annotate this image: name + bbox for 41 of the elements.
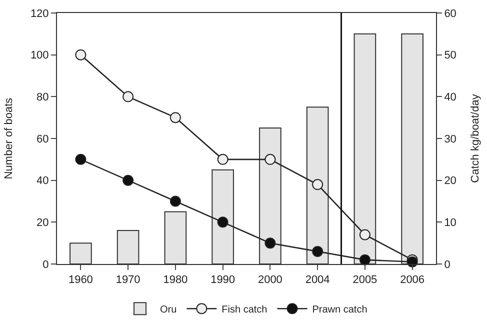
- legend-label: Prawn catch: [312, 304, 368, 316]
- point: [122, 91, 134, 102]
- x-tick-label: 1980: [163, 274, 188, 286]
- y2-axis-title: Catch kg/boat/day: [470, 94, 482, 183]
- y-tick-label: 120: [30, 8, 49, 20]
- point: [170, 196, 181, 207]
- point: [217, 216, 228, 228]
- x-tick-label: 1960: [68, 274, 93, 286]
- point: [75, 49, 86, 60]
- point: [312, 179, 324, 190]
- legend-label: Oru: [160, 304, 177, 316]
- legend-label: Fish catch: [222, 304, 268, 316]
- point: [359, 254, 370, 266]
- y2-tick-label: 50: [444, 50, 456, 62]
- point: [122, 174, 134, 186]
- x-tick-label: 1990: [210, 274, 236, 286]
- point: [264, 238, 276, 249]
- x-tick-label: 1970: [116, 274, 140, 286]
- x-tick-label: 2006: [400, 274, 425, 286]
- y2-tick-label: 60: [444, 8, 456, 20]
- point: [312, 246, 324, 257]
- point: [75, 154, 86, 165]
- y-tick-label: 80: [36, 92, 49, 104]
- x-tick-label: 2000: [258, 274, 282, 286]
- y2-tick-label: 0: [444, 258, 450, 271]
- y2-tick-label: 20: [444, 175, 456, 188]
- y-tick-label: 100: [30, 50, 49, 62]
- x-tick-label: 2005: [352, 274, 378, 286]
- y-tick-label: 20: [36, 217, 49, 230]
- point: [359, 229, 370, 240]
- y-tick-label: 40: [36, 175, 49, 188]
- y-tick-label: 60: [36, 133, 49, 146]
- y-tick-label: 0: [42, 258, 49, 271]
- point: [217, 154, 228, 165]
- y-axis-title: Number of boats: [3, 97, 16, 180]
- y2-tick-label: 30: [444, 133, 456, 146]
- y2-tick-label: 40: [444, 92, 456, 104]
- point: [264, 154, 276, 165]
- x-tick-label: 2004: [305, 274, 330, 286]
- point: [170, 112, 181, 124]
- y2-tick-label: 10: [444, 217, 456, 230]
